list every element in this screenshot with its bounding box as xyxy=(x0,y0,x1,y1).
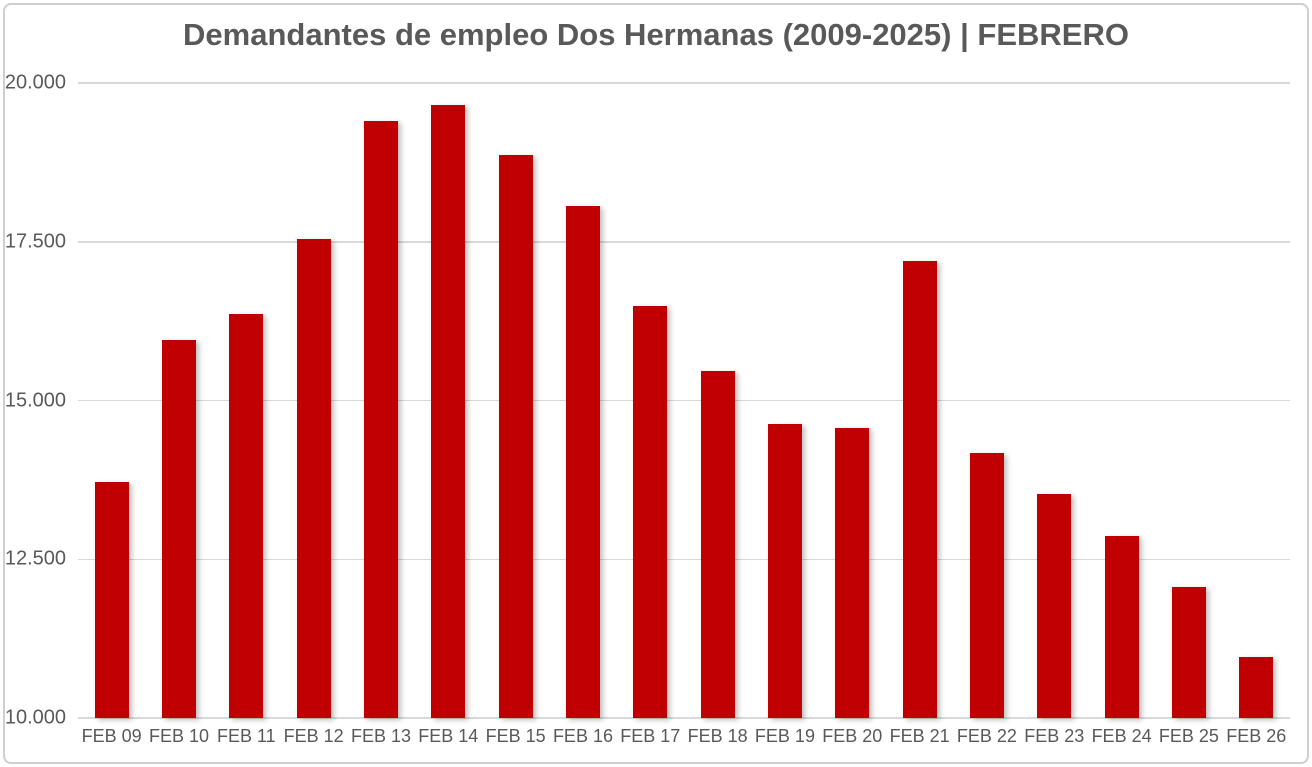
gridline-20000 xyxy=(78,82,1290,84)
bar-cell xyxy=(1021,83,1088,718)
x-tick-label: FEB 13 xyxy=(350,726,411,746)
y-tick-label: 10.000 xyxy=(4,706,66,729)
x-tick-label: FEB 12 xyxy=(283,726,344,746)
x-tick-label: FEB 14 xyxy=(418,726,479,746)
bar-cell xyxy=(617,83,684,718)
plot-area xyxy=(78,82,1290,719)
bar-cell xyxy=(751,83,818,718)
bar-feb-14 xyxy=(431,105,466,718)
y-tick-label: 20.000 xyxy=(4,71,66,94)
bar-cell xyxy=(280,83,347,718)
bar-feb-11 xyxy=(229,314,264,718)
bar-feb-13 xyxy=(363,121,398,718)
bar-feb-20 xyxy=(835,427,870,718)
x-tick-label: FEB 22 xyxy=(956,726,1017,746)
bar-feb-10 xyxy=(161,340,196,718)
gridline-17500 xyxy=(78,241,1290,243)
bar-cell xyxy=(886,83,953,718)
bar-cell xyxy=(1088,83,1155,718)
bar-series xyxy=(78,83,1290,718)
x-tick-label: FEB 10 xyxy=(148,726,209,746)
x-tick-label: FEB 23 xyxy=(1024,726,1085,746)
y-tick-label: 15.000 xyxy=(4,389,66,411)
gridline-12500 xyxy=(78,558,1290,560)
y-tick-label: 12.500 xyxy=(4,547,66,570)
bar-cell xyxy=(953,83,1020,718)
x-tick-label: FEB 21 xyxy=(889,726,950,746)
x-tick-label: FEB 19 xyxy=(754,726,815,746)
bar-cell xyxy=(819,83,886,718)
bar-feb-18 xyxy=(700,370,735,718)
bar-cell xyxy=(549,83,616,718)
bar-feb-16 xyxy=(565,206,600,718)
x-tick-label: FEB 17 xyxy=(620,726,681,746)
bar-cell xyxy=(347,83,414,718)
bar-feb-09 xyxy=(94,482,129,718)
x-tick-label: FEB 20 xyxy=(822,726,883,746)
bar-cell xyxy=(482,83,549,718)
chart-title: Demandantes de empleo Dos Hermanas (2009… xyxy=(183,17,1129,52)
x-tick-label: FEB 11 xyxy=(216,726,276,746)
bar-feb-26 xyxy=(1239,657,1274,718)
bar-cell xyxy=(213,83,280,718)
bar-feb-25 xyxy=(1171,587,1206,718)
bar-feb-24 xyxy=(1104,535,1139,718)
bar-cell xyxy=(415,83,482,718)
x-tick-label: FEB 18 xyxy=(687,726,748,746)
x-tick-label: FEB 16 xyxy=(552,726,613,746)
bar-feb-22 xyxy=(969,453,1004,718)
gridline-10000 xyxy=(78,717,1290,719)
bar-feb-19 xyxy=(767,424,802,718)
gridline-15000 xyxy=(78,399,1290,402)
y-tick-label: 17.500 xyxy=(4,230,66,253)
y-axis-tick-labels: 20.000 17.500 15.000 12.500 10.000 xyxy=(0,72,66,729)
bar-feb-17 xyxy=(633,305,668,718)
x-axis-tick-labels: FEB 09 FEB 10 FEB 11 FEB 12 FEB 13 FEB 14 FEB … xyxy=(78,726,1290,747)
bar-cell xyxy=(1155,83,1222,718)
x-tick-label: FEB 15 xyxy=(485,726,546,746)
bar-feb-23 xyxy=(1037,493,1072,718)
bar-cell xyxy=(684,83,751,718)
x-tick-label: FEB 26 xyxy=(1226,726,1287,746)
bar-cell xyxy=(1223,83,1290,718)
bar-feb-15 xyxy=(498,155,533,718)
x-tick-label: FEB 24 xyxy=(1091,726,1152,746)
bar-cell xyxy=(145,83,212,718)
bar-feb-21 xyxy=(902,260,937,718)
bar-cell xyxy=(78,83,145,718)
x-tick-label: FEB 25 xyxy=(1158,726,1219,746)
bar-feb-12 xyxy=(296,239,331,718)
x-tick-label: FEB 09 xyxy=(81,726,142,746)
